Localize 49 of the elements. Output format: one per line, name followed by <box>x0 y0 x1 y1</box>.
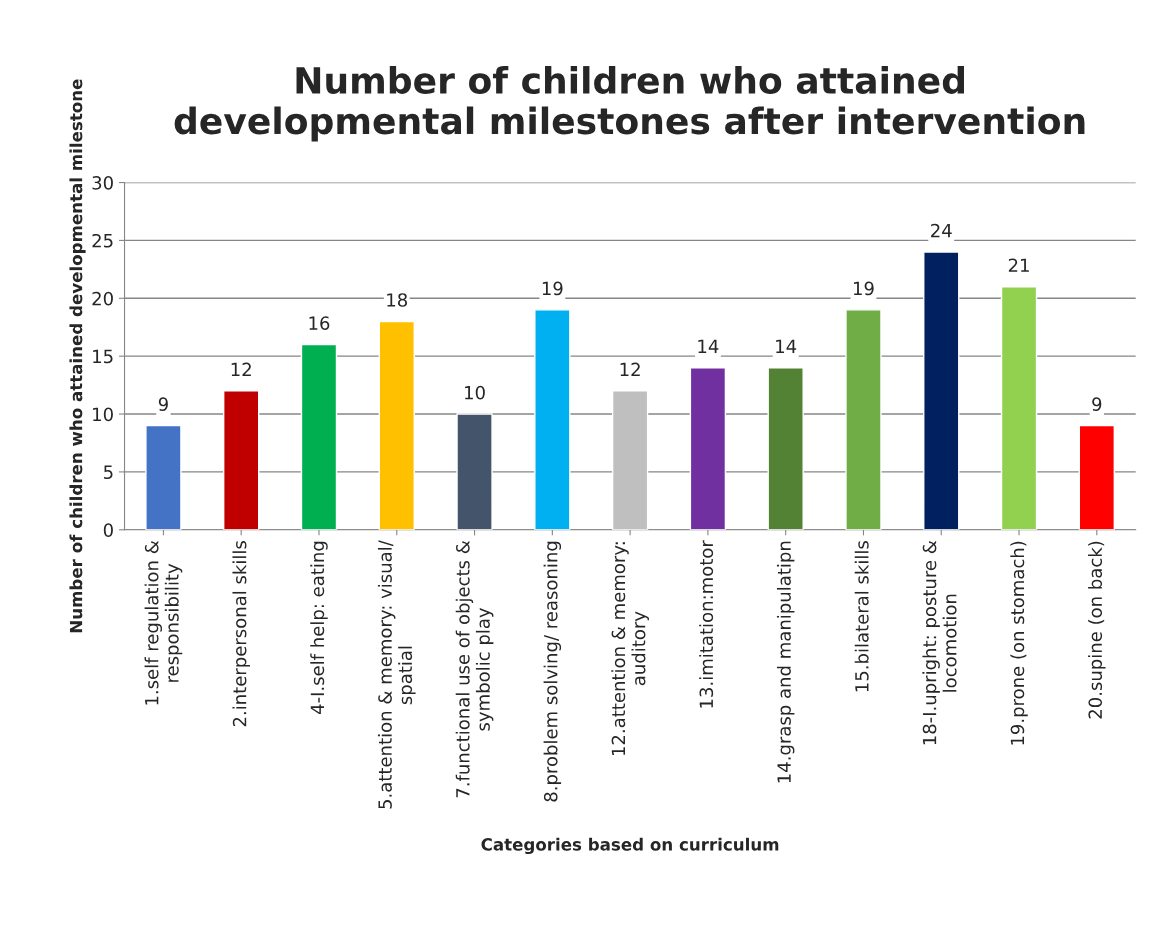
y-tick-label: 25 <box>92 233 113 248</box>
x-tick-label: 2.interpersonal skills <box>232 541 250 727</box>
x-tick-label: 12.attention & memory: auditory <box>611 542 649 756</box>
y-tick-label: 30 <box>92 176 113 190</box>
bar <box>767 367 804 530</box>
x-tick-label: 1.self regulation & responsibility <box>144 540 183 705</box>
data-label: 12 <box>620 362 640 377</box>
y-tick-label: 20 <box>92 291 113 306</box>
y-tick-label: 15 <box>93 349 113 364</box>
bar <box>1000 286 1038 530</box>
data-label: 9 <box>1092 397 1102 411</box>
y-tick-label: 10 <box>93 407 113 422</box>
x-tick-label: 4-I.self help: eating <box>310 541 328 715</box>
x-tick-label: 20.supine (on back) <box>1088 541 1106 719</box>
bar <box>145 424 182 530</box>
x-tick-label: 14.grasp and manipulatipn <box>776 541 795 783</box>
bar <box>223 390 260 530</box>
y-axis-title: Number of children who attained developmental milestone <box>69 79 86 633</box>
x-tick-label: 8.problem solving/ reasoning <box>543 541 562 802</box>
data-label: 14 <box>698 339 719 353</box>
x-tick-label: 13.imitation:motor <box>699 540 714 708</box>
bar <box>923 251 960 530</box>
bar <box>300 343 338 530</box>
y-tick-label: 5 <box>104 465 113 480</box>
data-label: 21 <box>1008 258 1029 272</box>
data-label: 12 <box>231 362 251 377</box>
y-tick-label: 0 <box>103 523 113 537</box>
x-tick-label: 5.attention & memory: visual/ spatial <box>377 540 416 809</box>
x-axis-title: Categories based on curriculum <box>481 837 779 855</box>
data-label: 14 <box>776 339 797 353</box>
bar <box>611 390 649 530</box>
data-label: 24 <box>931 223 952 238</box>
bar <box>534 309 571 530</box>
bar <box>378 320 415 530</box>
x-tick-label: 18-I.upright: posture & locomotion <box>922 540 957 745</box>
bar <box>1078 424 1116 530</box>
data-label: 9 <box>158 397 168 411</box>
data-label: 16 <box>309 316 330 330</box>
data-label: 18 <box>387 293 408 307</box>
x-tick-label: 15.bilateral skills <box>854 541 869 692</box>
chart-title: Number of children who attained developmental milestones after intervention <box>174 66 1085 142</box>
bar <box>456 413 493 530</box>
x-tick-label: 7.functional use of objects & symbolic play <box>455 540 494 798</box>
data-label: 10 <box>465 385 485 400</box>
data-label: 19 <box>542 281 563 296</box>
x-tick-label: 19.prone (on stomach) <box>1010 541 1028 745</box>
bar <box>689 367 727 530</box>
bar <box>845 309 882 530</box>
data-label: 19 <box>853 281 874 296</box>
